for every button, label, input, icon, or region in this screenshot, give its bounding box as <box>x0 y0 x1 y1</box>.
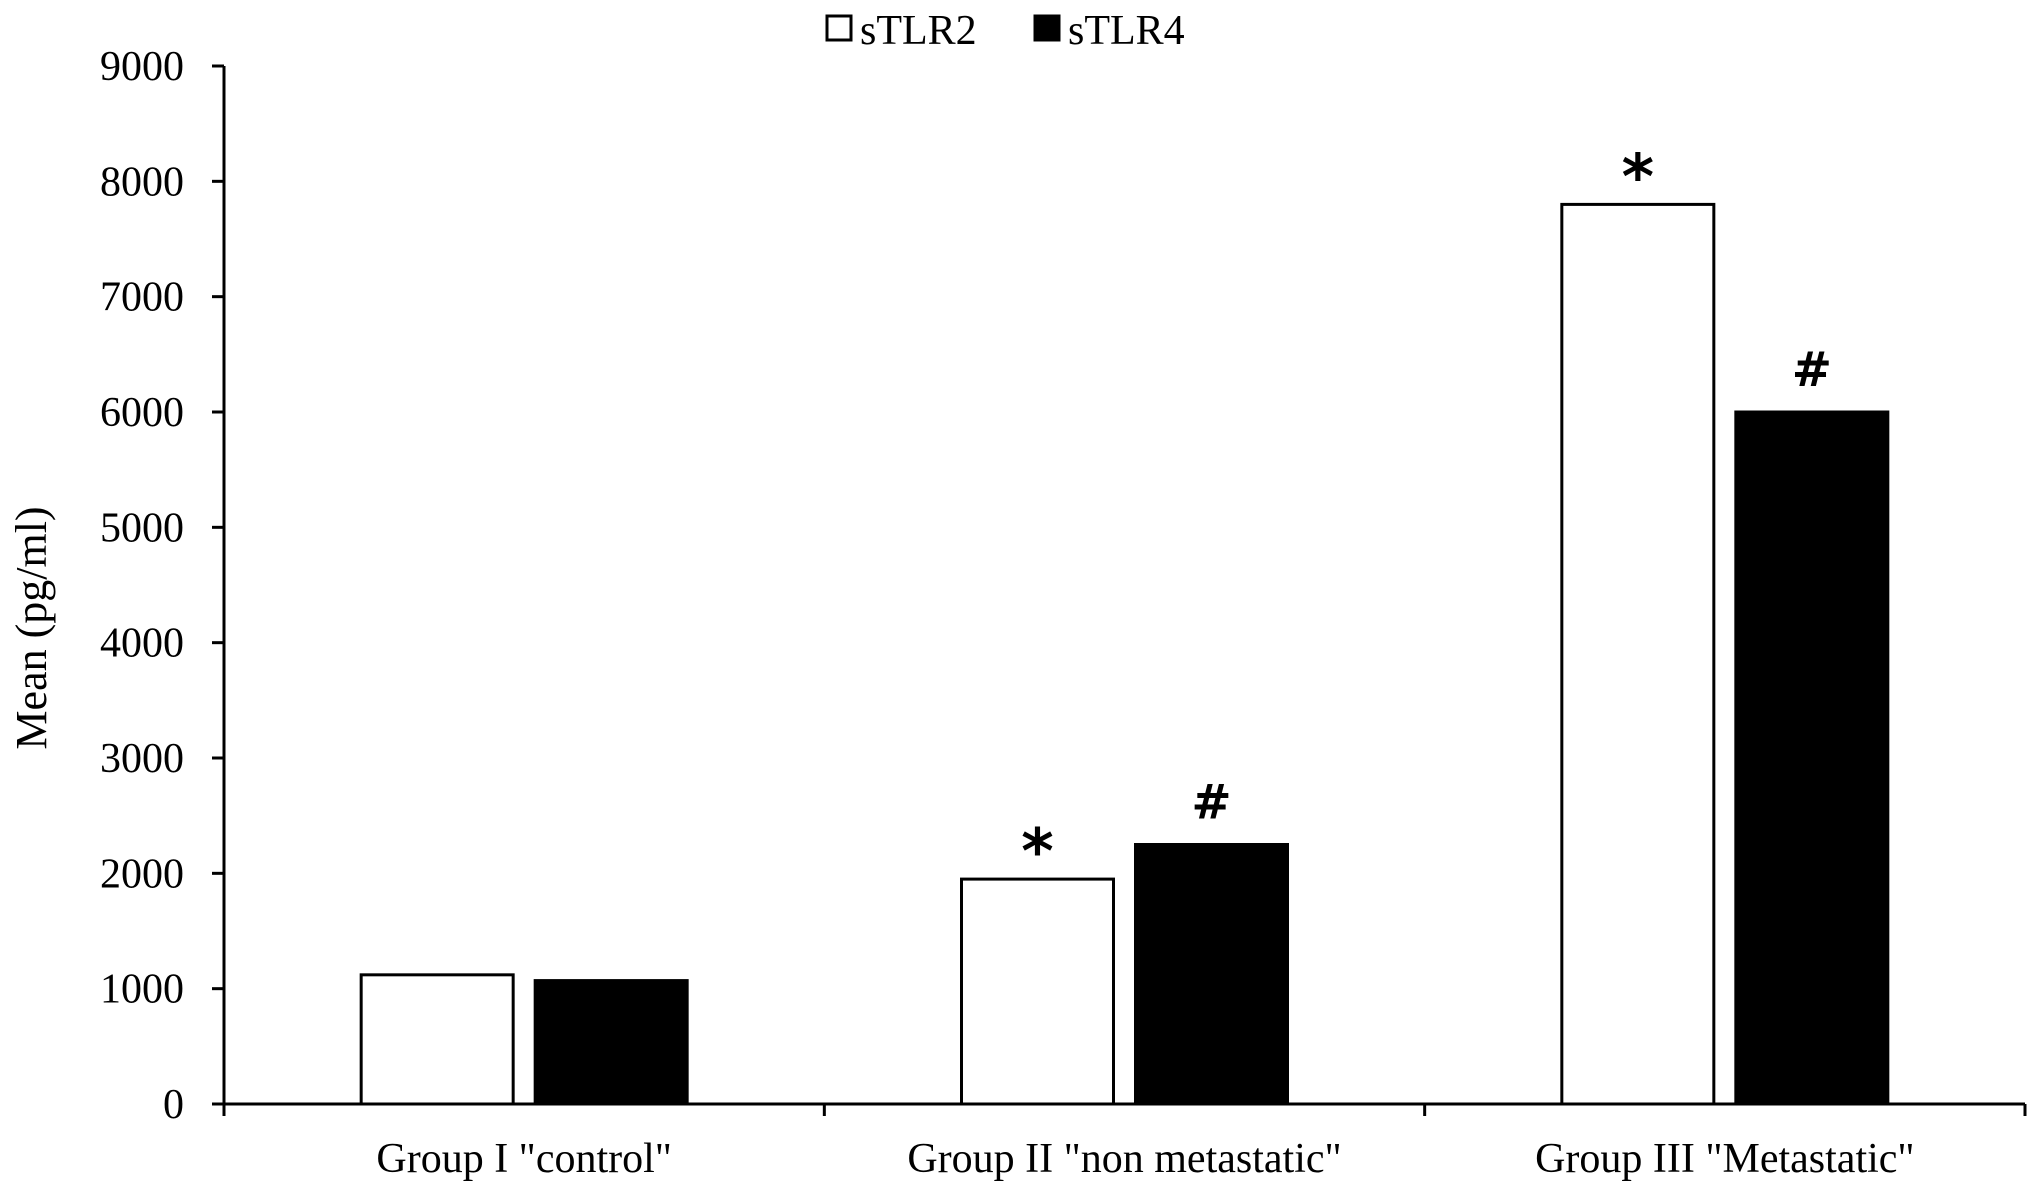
significance-asterisk: * <box>1021 815 1053 888</box>
significance-hash: # <box>1191 775 1231 831</box>
legend-swatch-stlr2 <box>825 14 853 42</box>
y-ticks: 0 1000 2000 3000 4000 5000 6000 7000 8000 9000 <box>100 44 224 1128</box>
x-category-label: Group III "Metastatic" <box>1535 1136 1915 1182</box>
bar-stlr4 <box>1734 410 1890 1106</box>
x-categories: Group I "control" Group II "non metastati… <box>222 1104 2027 1182</box>
x-category-label: Group I "control" <box>376 1136 672 1182</box>
bar-stlr2 <box>359 973 515 1106</box>
bar-stlr4 <box>533 979 689 1106</box>
x-category-label: Group II "non metastatic" <box>907 1136 1341 1182</box>
y-tick-label: 0 <box>163 1082 184 1128</box>
bar-stlr2 <box>960 877 1115 1106</box>
y-tick-label: 9000 <box>100 44 184 90</box>
y-tick-label: 4000 <box>100 621 184 667</box>
y-tick-label: 3000 <box>100 736 184 782</box>
y-tick-label: 1000 <box>100 967 184 1013</box>
y-tick-label: 8000 <box>100 159 184 205</box>
y-tick-label: 7000 <box>100 275 184 321</box>
bar-stlr2 <box>1560 202 1716 1106</box>
bar-stlr4 <box>1134 843 1289 1106</box>
y-axis-title: Mean (pg/ml) <box>7 506 56 749</box>
legend: sTLR2 sTLR4 <box>825 8 1185 54</box>
legend-swatch-stlr4 <box>1033 14 1061 42</box>
y-tick-label: 5000 <box>100 505 184 551</box>
legend-label-stlr2: sTLR2 <box>860 8 977 54</box>
significance-asterisk: * <box>1622 140 1654 213</box>
legend-label-stlr4: sTLR4 <box>1068 8 1185 54</box>
bars <box>359 202 1890 1106</box>
y-tick-label: 2000 <box>100 851 184 897</box>
significance-marks: * * # # <box>1021 140 1832 888</box>
y-tick-label: 6000 <box>100 390 184 436</box>
significance-hash: # <box>1792 342 1832 398</box>
